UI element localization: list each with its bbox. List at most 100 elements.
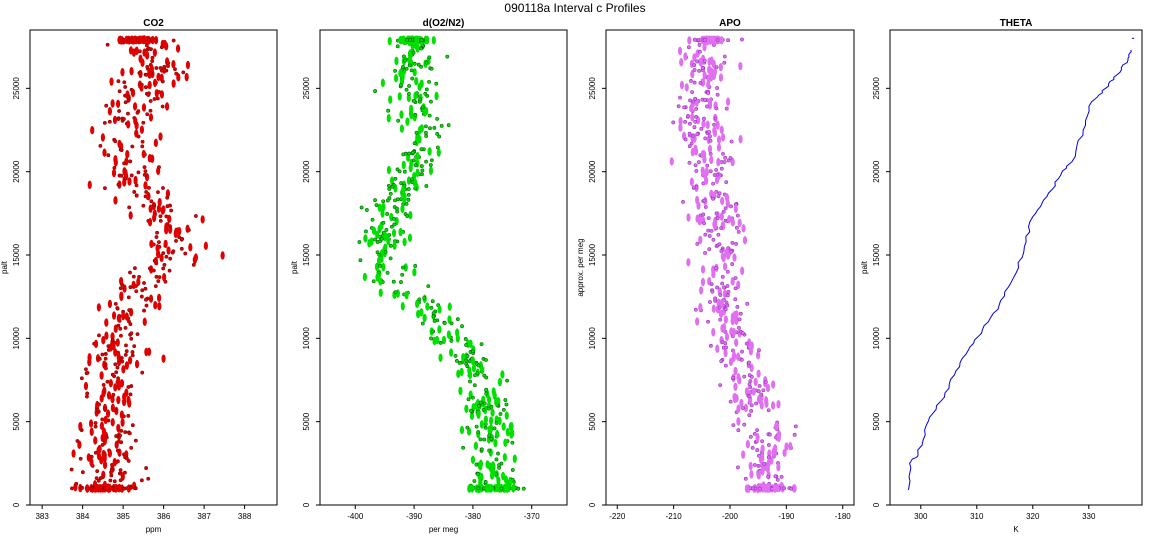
data-point (69, 467, 74, 472)
data-point (411, 50, 416, 55)
data-point (445, 54, 450, 59)
x-tick-label: -390 (406, 512, 423, 521)
x-tick-label: 385 (116, 512, 130, 521)
data-point (116, 323, 121, 328)
data-point (772, 484, 778, 493)
data-point (475, 472, 480, 476)
data-point (762, 461, 767, 466)
data-point (155, 244, 160, 253)
data-point (122, 284, 127, 293)
data-point (468, 370, 473, 380)
data-point (416, 309, 421, 319)
data-point (678, 95, 682, 100)
data-point (362, 272, 367, 282)
data-point (714, 266, 718, 270)
data-point (718, 317, 723, 322)
data-point (133, 266, 137, 271)
data-point (747, 382, 752, 387)
data-point (83, 381, 89, 391)
y-tick-label: 20000 (302, 160, 311, 183)
data-point (431, 314, 436, 319)
data-point (93, 424, 98, 429)
data-point (704, 167, 709, 176)
data-point (159, 45, 164, 50)
x-tick-label: -210 (666, 512, 683, 521)
data-point (521, 486, 526, 491)
data-point (399, 124, 404, 133)
data-point (487, 425, 492, 434)
data-point (394, 56, 399, 66)
data-point (702, 58, 707, 63)
data-point (164, 68, 169, 73)
data-point (501, 408, 506, 412)
data-point (103, 352, 108, 356)
y-tick-label: 20000 (12, 160, 21, 183)
data-point (149, 199, 154, 204)
data-point (98, 143, 103, 148)
data-point (365, 208, 369, 212)
data-point (771, 380, 776, 389)
data-point (381, 220, 386, 225)
data-point (711, 269, 716, 279)
data-point (456, 369, 461, 379)
data-point (409, 177, 414, 182)
data-point (510, 428, 515, 438)
data-point (89, 454, 94, 459)
data-point (415, 151, 420, 161)
data-point (420, 168, 425, 173)
data-point (161, 186, 165, 190)
data-point (438, 340, 443, 345)
data-point (707, 234, 712, 238)
data-point (377, 224, 382, 234)
data-point (435, 116, 440, 121)
data-point (127, 356, 133, 365)
data-point (784, 442, 789, 451)
data-point (723, 206, 728, 211)
data-point (714, 106, 719, 111)
data-point (117, 483, 122, 493)
data-point (730, 157, 735, 167)
data-point (118, 326, 123, 331)
data-point (463, 337, 468, 341)
data-point (432, 336, 437, 346)
data-point (392, 241, 397, 250)
data-point (409, 104, 414, 114)
panel-4: THETA 300 310 320 330 0 5000 10000 15000 20000 250… (860, 18, 1143, 534)
data-point (719, 249, 724, 253)
data-point (503, 438, 508, 447)
data-point (160, 79, 165, 84)
data-point (161, 266, 166, 271)
data-point (729, 250, 734, 254)
data-point (720, 252, 726, 261)
data-point (161, 354, 166, 363)
data-point (479, 447, 484, 452)
data-point (465, 354, 470, 358)
data-point (490, 408, 495, 417)
data-point (132, 190, 137, 194)
data-point (496, 476, 501, 485)
x-tick-label: 384 (76, 512, 90, 521)
data-point (692, 125, 697, 130)
data-point (405, 214, 410, 218)
data-point (116, 423, 121, 433)
data-point (753, 463, 757, 467)
data-point (702, 116, 706, 121)
data-point (725, 97, 731, 106)
data-point (116, 117, 121, 121)
data-point (712, 122, 717, 127)
data-point (509, 422, 514, 431)
data-point (485, 483, 490, 493)
data-point (484, 375, 489, 380)
data-point (180, 236, 185, 241)
data-point (419, 79, 424, 88)
data-point (693, 119, 698, 124)
data-point (422, 296, 427, 300)
data-point (720, 281, 725, 286)
data-point (738, 311, 743, 316)
data-point (373, 198, 377, 203)
data-point (504, 484, 509, 493)
data-point (430, 299, 435, 304)
data-point (426, 284, 431, 289)
data-point (483, 480, 488, 484)
data-point (455, 317, 460, 322)
